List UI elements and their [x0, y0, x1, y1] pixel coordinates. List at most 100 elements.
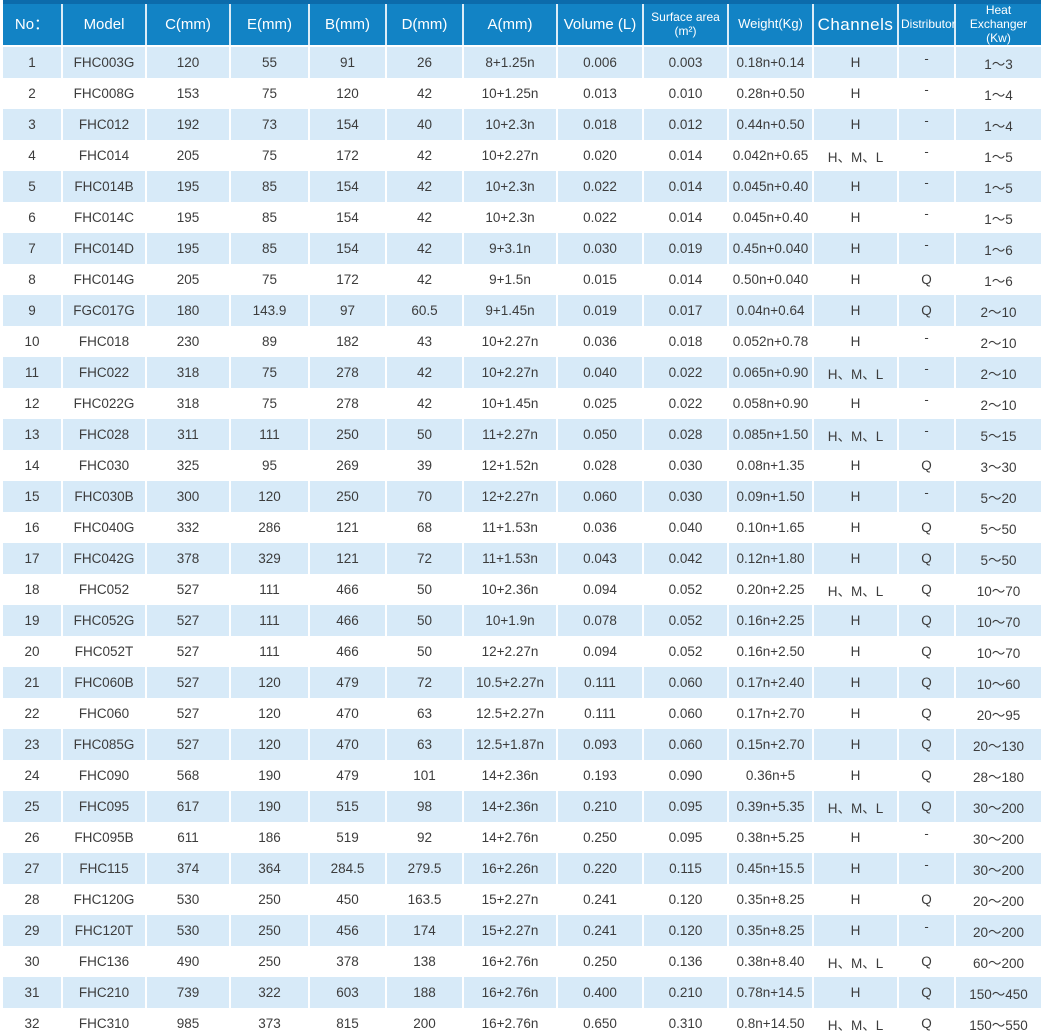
cell-a-mm: 9+3.1n	[463, 233, 558, 265]
cell-a-mm: 10+2.3n	[463, 109, 558, 141]
cell-d-mm: 50	[386, 419, 464, 451]
cell-surface-area: 0.052	[643, 574, 729, 606]
cell-no: 19	[3, 605, 63, 637]
cell-surface-area: 0.014	[643, 171, 729, 203]
cell-heat-exchanger: 1～6	[955, 264, 1041, 296]
cell-a-mm: 8+1.25n	[463, 46, 558, 79]
cell-no: 4	[3, 140, 63, 172]
cell-e-mm: 250	[230, 884, 310, 916]
cell-surface-area: 0.120	[643, 884, 729, 916]
cell-c-mm: 311	[146, 419, 231, 451]
cell-e-mm: 75	[230, 388, 310, 420]
column-header-c-mm: C(mm)	[146, 0, 231, 48]
cell-weight: 0.09n+1.50	[728, 481, 814, 513]
cell-b-mm: 278	[309, 388, 387, 420]
cell-weight: 0.10n+1.65	[728, 512, 814, 544]
table-row: 21 FHC060B 527 120 479 72 10.5+2.27n 0.111 0.060…	[3, 667, 1041, 699]
no-distributor-dash: -	[924, 857, 929, 873]
table-row: 19 FHC052G 527 111 466 50 10+1.9n 0.078 0.052 0.1…	[3, 605, 1041, 637]
cell-no: 16	[3, 512, 63, 544]
cell-weight: 0.17n+2.70	[728, 698, 814, 730]
cell-a-mm: 10+2.3n	[463, 202, 558, 234]
cell-model: FHC120G	[62, 884, 147, 916]
cell-b-mm: 466	[309, 605, 387, 637]
cell-model: FHC014C	[62, 202, 147, 234]
column-header-e-mm: E(mm)	[230, 0, 310, 48]
cell-b-mm: 470	[309, 698, 387, 730]
cell-d-mm: 42	[386, 140, 464, 172]
cell-distributor: Q	[898, 264, 956, 296]
cell-e-mm: 143.9	[230, 295, 310, 327]
cell-b-mm: 815	[309, 1008, 387, 1036]
cell-heat-exchanger: 10～60	[955, 667, 1041, 699]
cell-e-mm: 111	[230, 574, 310, 606]
cell-surface-area: 0.115	[643, 853, 729, 885]
heat-exchanger-spec-table: No： Model C(mm) E(mm) B(mm) D(mm) A(mm) Volume …	[3, 0, 1041, 1036]
cell-d-mm: 92	[386, 822, 464, 854]
cell-volume: 0.018	[557, 109, 644, 141]
cell-c-mm: 611	[146, 822, 231, 854]
cell-e-mm: 85	[230, 233, 310, 265]
cell-no: 25	[3, 791, 63, 823]
cell-c-mm: 527	[146, 729, 231, 761]
column-header-label: Volume (L)	[563, 16, 637, 34]
cell-heat-exchanger: 10～70	[955, 574, 1041, 606]
cell-weight: 0.78n+14.5	[728, 977, 814, 1009]
cell-e-mm: 364	[230, 853, 310, 885]
cell-distributor: Q	[898, 729, 956, 761]
cell-heat-exchanger: 20～130	[955, 729, 1041, 761]
cell-heat-exchanger: 5～50	[955, 543, 1041, 575]
cell-d-mm: 60.5	[386, 295, 464, 327]
table-header-row: No： Model C(mm) E(mm) B(mm) D(mm) A(mm) Volume …	[3, 0, 1041, 48]
cell-d-mm: 42	[386, 171, 464, 203]
cell-weight: 0.12n+1.80	[728, 543, 814, 575]
cell-e-mm: 322	[230, 977, 310, 1009]
table-row: 13 FHC028 311 111 250 50 11+2.27n 0.050 0.028 0.0…	[3, 419, 1041, 451]
cell-weight: 0.45n+15.5	[728, 853, 814, 885]
table-row: 22 FHC060 527 120 470 63 12.5+2.27n 0.111 0.060 0…	[3, 698, 1041, 730]
cell-distributor: -	[898, 481, 956, 513]
cell-b-mm: 450	[309, 884, 387, 916]
cell-b-mm: 470	[309, 729, 387, 761]
cell-channels: H	[813, 605, 899, 637]
cell-channels: H、M、L	[813, 1008, 899, 1036]
column-header-channels: Channels	[813, 0, 899, 48]
cell-d-mm: 39	[386, 450, 464, 482]
cell-channels: H	[813, 481, 899, 513]
cell-no: 20	[3, 636, 63, 668]
cell-channels: H	[813, 729, 899, 761]
cell-weight: 0.065n+0.90	[728, 357, 814, 389]
cell-a-mm: 16+2.76n	[463, 946, 558, 978]
cell-b-mm: 91	[309, 46, 387, 79]
column-header-label: B(mm)	[325, 16, 370, 34]
cell-channels: H	[813, 884, 899, 916]
cell-e-mm: 111	[230, 636, 310, 668]
cell-c-mm: 374	[146, 853, 231, 885]
cell-surface-area: 0.052	[643, 636, 729, 668]
table-header: No： Model C(mm) E(mm) B(mm) D(mm) A(mm) Volume …	[3, 0, 1041, 48]
cell-e-mm: 250	[230, 915, 310, 947]
cell-b-mm: 250	[309, 481, 387, 513]
cell-model: FHC003G	[62, 46, 147, 79]
cell-volume: 0.111	[557, 698, 644, 730]
cell-weight: 0.085n+1.50	[728, 419, 814, 451]
cell-volume: 0.078	[557, 605, 644, 637]
cell-d-mm: 43	[386, 326, 464, 358]
column-header-surface-area: Surface area (m²)	[643, 0, 729, 48]
cell-weight: 0.16n+2.25	[728, 605, 814, 637]
cell-e-mm: 329	[230, 543, 310, 575]
cell-distributor: Q	[898, 543, 956, 575]
column-header-distributor: Distributor	[898, 0, 956, 48]
cell-model: FHC014D	[62, 233, 147, 265]
cell-b-mm: 456	[309, 915, 387, 947]
column-header-volume: Volume (L)	[557, 0, 644, 48]
cell-channels: H、M、L	[813, 419, 899, 451]
cell-volume: 0.020	[557, 140, 644, 172]
cell-e-mm: 286	[230, 512, 310, 544]
cell-heat-exchanger: 1～5	[955, 140, 1041, 172]
table-row: 1 FHC003G 120 55 91 26 8+1.25n 0.006 0.003 0.18n+…	[3, 46, 1041, 79]
no-distributor-dash: -	[924, 330, 929, 346]
table-row: 5 FHC014B 195 85 154 42 10+2.3n 0.022 0.014 0.045…	[3, 171, 1041, 203]
cell-surface-area: 0.090	[643, 760, 729, 792]
cell-a-mm: 16+2.76n	[463, 977, 558, 1009]
